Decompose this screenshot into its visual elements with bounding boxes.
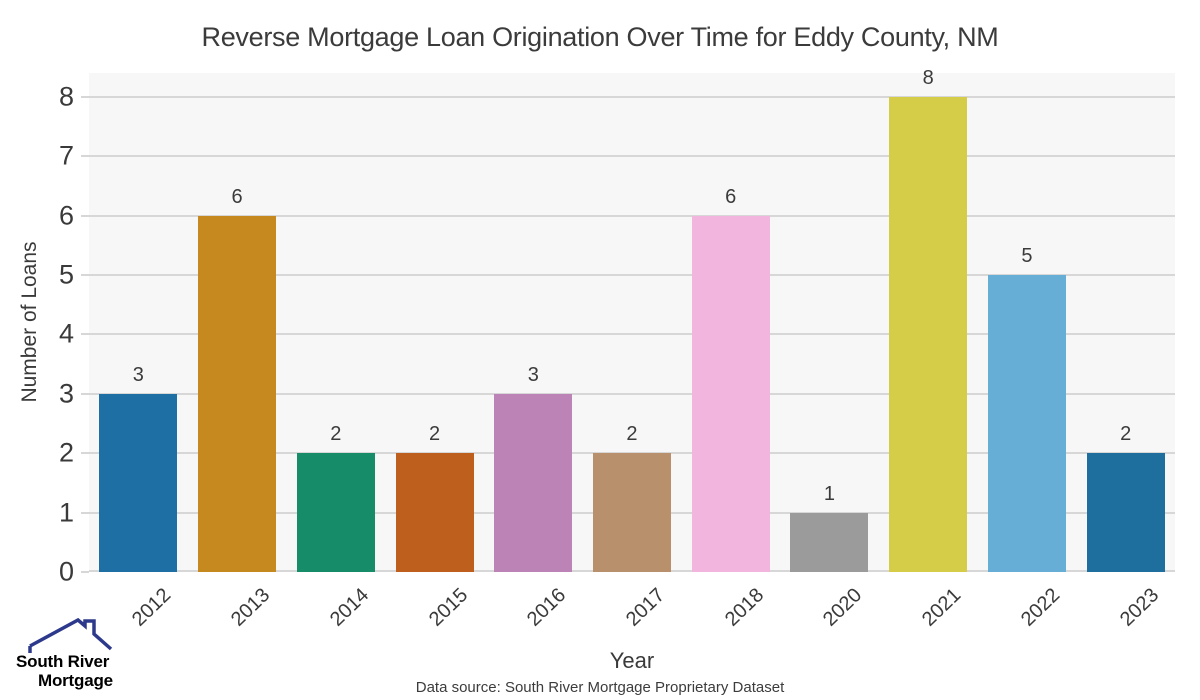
y-tick-label: 7 [58, 140, 74, 171]
x-tick-label: 2013 [227, 584, 275, 631]
bar [494, 393, 573, 572]
y-tick-mark [81, 452, 89, 455]
bar-value-label: 6 [725, 185, 737, 208]
bar-value-label: 2 [428, 423, 441, 446]
house-roof-icon [28, 618, 113, 653]
logo-text-south-river: South River [16, 652, 110, 671]
y-tick-mark [81, 214, 89, 217]
gridline [89, 333, 1175, 336]
x-tick-label: 2022 [1016, 584, 1065, 631]
x-tick-label: 2012 [128, 584, 176, 631]
y-tick-mark [81, 95, 89, 98]
y-tick-mark [81, 155, 89, 158]
bar-value-label: 2 [1120, 423, 1132, 446]
bar [198, 215, 277, 572]
bar [395, 453, 474, 572]
y-tick-label: 3 [58, 378, 74, 409]
bar [296, 453, 375, 572]
bar-value-label: 3 [132, 363, 144, 386]
bar-value-label: 8 [922, 66, 934, 89]
bar-value-label: 1 [823, 482, 835, 505]
x-axis-label: Year [609, 648, 655, 673]
bar [691, 215, 770, 572]
x-tick-label: 2014 [325, 584, 374, 631]
bar [987, 274, 1066, 572]
bar-value-label: 3 [527, 363, 539, 386]
y-tick-mark [81, 333, 89, 336]
x-tick-label: 2018 [720, 584, 769, 631]
bar [790, 512, 869, 572]
x-tick-label: 2017 [621, 584, 670, 631]
y-tick-label: 0 [58, 556, 74, 587]
bar [593, 453, 671, 572]
data-source-note: Data source: South River Mortgage Propri… [415, 679, 785, 696]
x-tick-label: 2015 [424, 584, 472, 631]
logo-text-mortgage: Mortgage [38, 671, 113, 690]
bar [99, 393, 178, 572]
y-tick-mark [81, 571, 89, 573]
gridline [89, 392, 1175, 395]
gridline [89, 95, 1175, 98]
y-tick-label: 5 [58, 259, 74, 290]
y-tick-label: 1 [58, 497, 74, 528]
x-tick-label: 2020 [819, 584, 867, 631]
y-tick-label: 4 [58, 318, 74, 349]
chart-title: Reverse Mortgage Loan Origination Over T… [201, 22, 999, 52]
south-river-mortgage-logo: South River Mortgage [14, 616, 134, 696]
y-tick-mark [81, 392, 89, 395]
bar-value-label: 5 [1021, 244, 1033, 267]
bar-value-label: 6 [231, 185, 243, 208]
bar [1086, 453, 1165, 572]
gridline [89, 214, 1175, 217]
y-tick-mark [81, 273, 89, 276]
y-tick-mark [81, 511, 89, 514]
y-tick-label: 2 [58, 437, 74, 468]
x-tick-label: 2023 [1115, 584, 1163, 631]
bar-value-label: 2 [330, 423, 342, 446]
plot-area: 3 6 2 2 3 2 6 1 8 5 2 [89, 67, 1175, 572]
y-tick-label: 6 [58, 200, 74, 231]
x-tick-label: 2016 [523, 584, 571, 631]
bar [889, 96, 968, 572]
gridline [89, 155, 1175, 158]
bar-value-label: 2 [626, 423, 638, 446]
y-tick-label: 8 [58, 81, 74, 112]
gridline [89, 273, 1175, 276]
x-tick-label: 2021 [918, 584, 966, 631]
